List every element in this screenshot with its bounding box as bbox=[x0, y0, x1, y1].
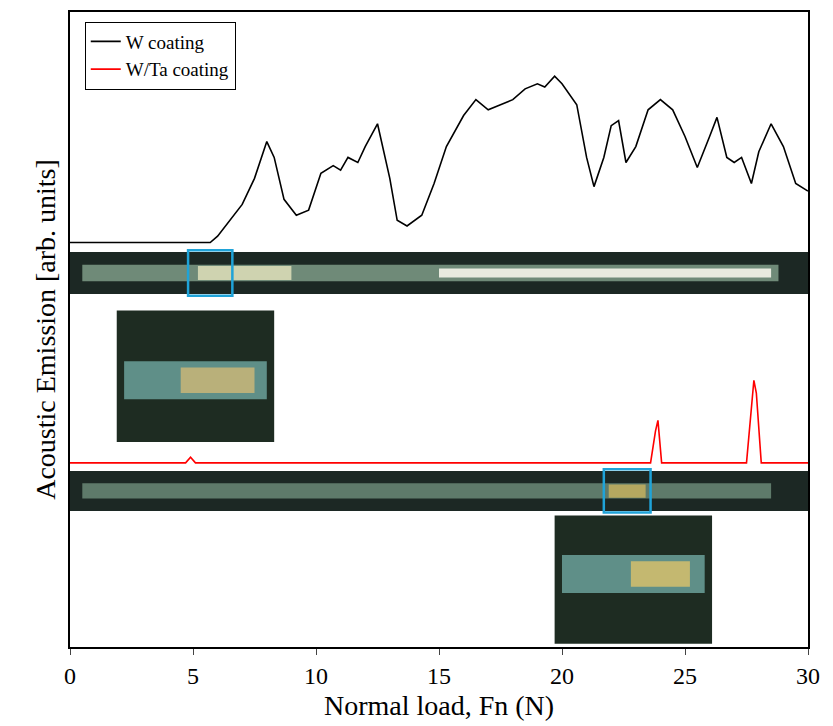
svg-text:25: 25 bbox=[673, 663, 697, 689]
svg-text:5: 5 bbox=[187, 663, 199, 689]
svg-text:30: 30 bbox=[796, 663, 820, 689]
svg-text:20: 20 bbox=[550, 663, 574, 689]
svg-text:W coating: W coating bbox=[126, 32, 205, 53]
svg-text:0: 0 bbox=[64, 663, 76, 689]
svg-text:10: 10 bbox=[304, 663, 328, 689]
svg-text:W/Ta coating: W/Ta coating bbox=[126, 59, 229, 80]
svg-text:15: 15 bbox=[427, 663, 451, 689]
svg-text:Acoustic Emission [arb. units]: Acoustic Emission [arb. units] bbox=[30, 159, 61, 500]
svg-text:Normal load, Fn (N): Normal load, Fn (N) bbox=[324, 690, 554, 721]
